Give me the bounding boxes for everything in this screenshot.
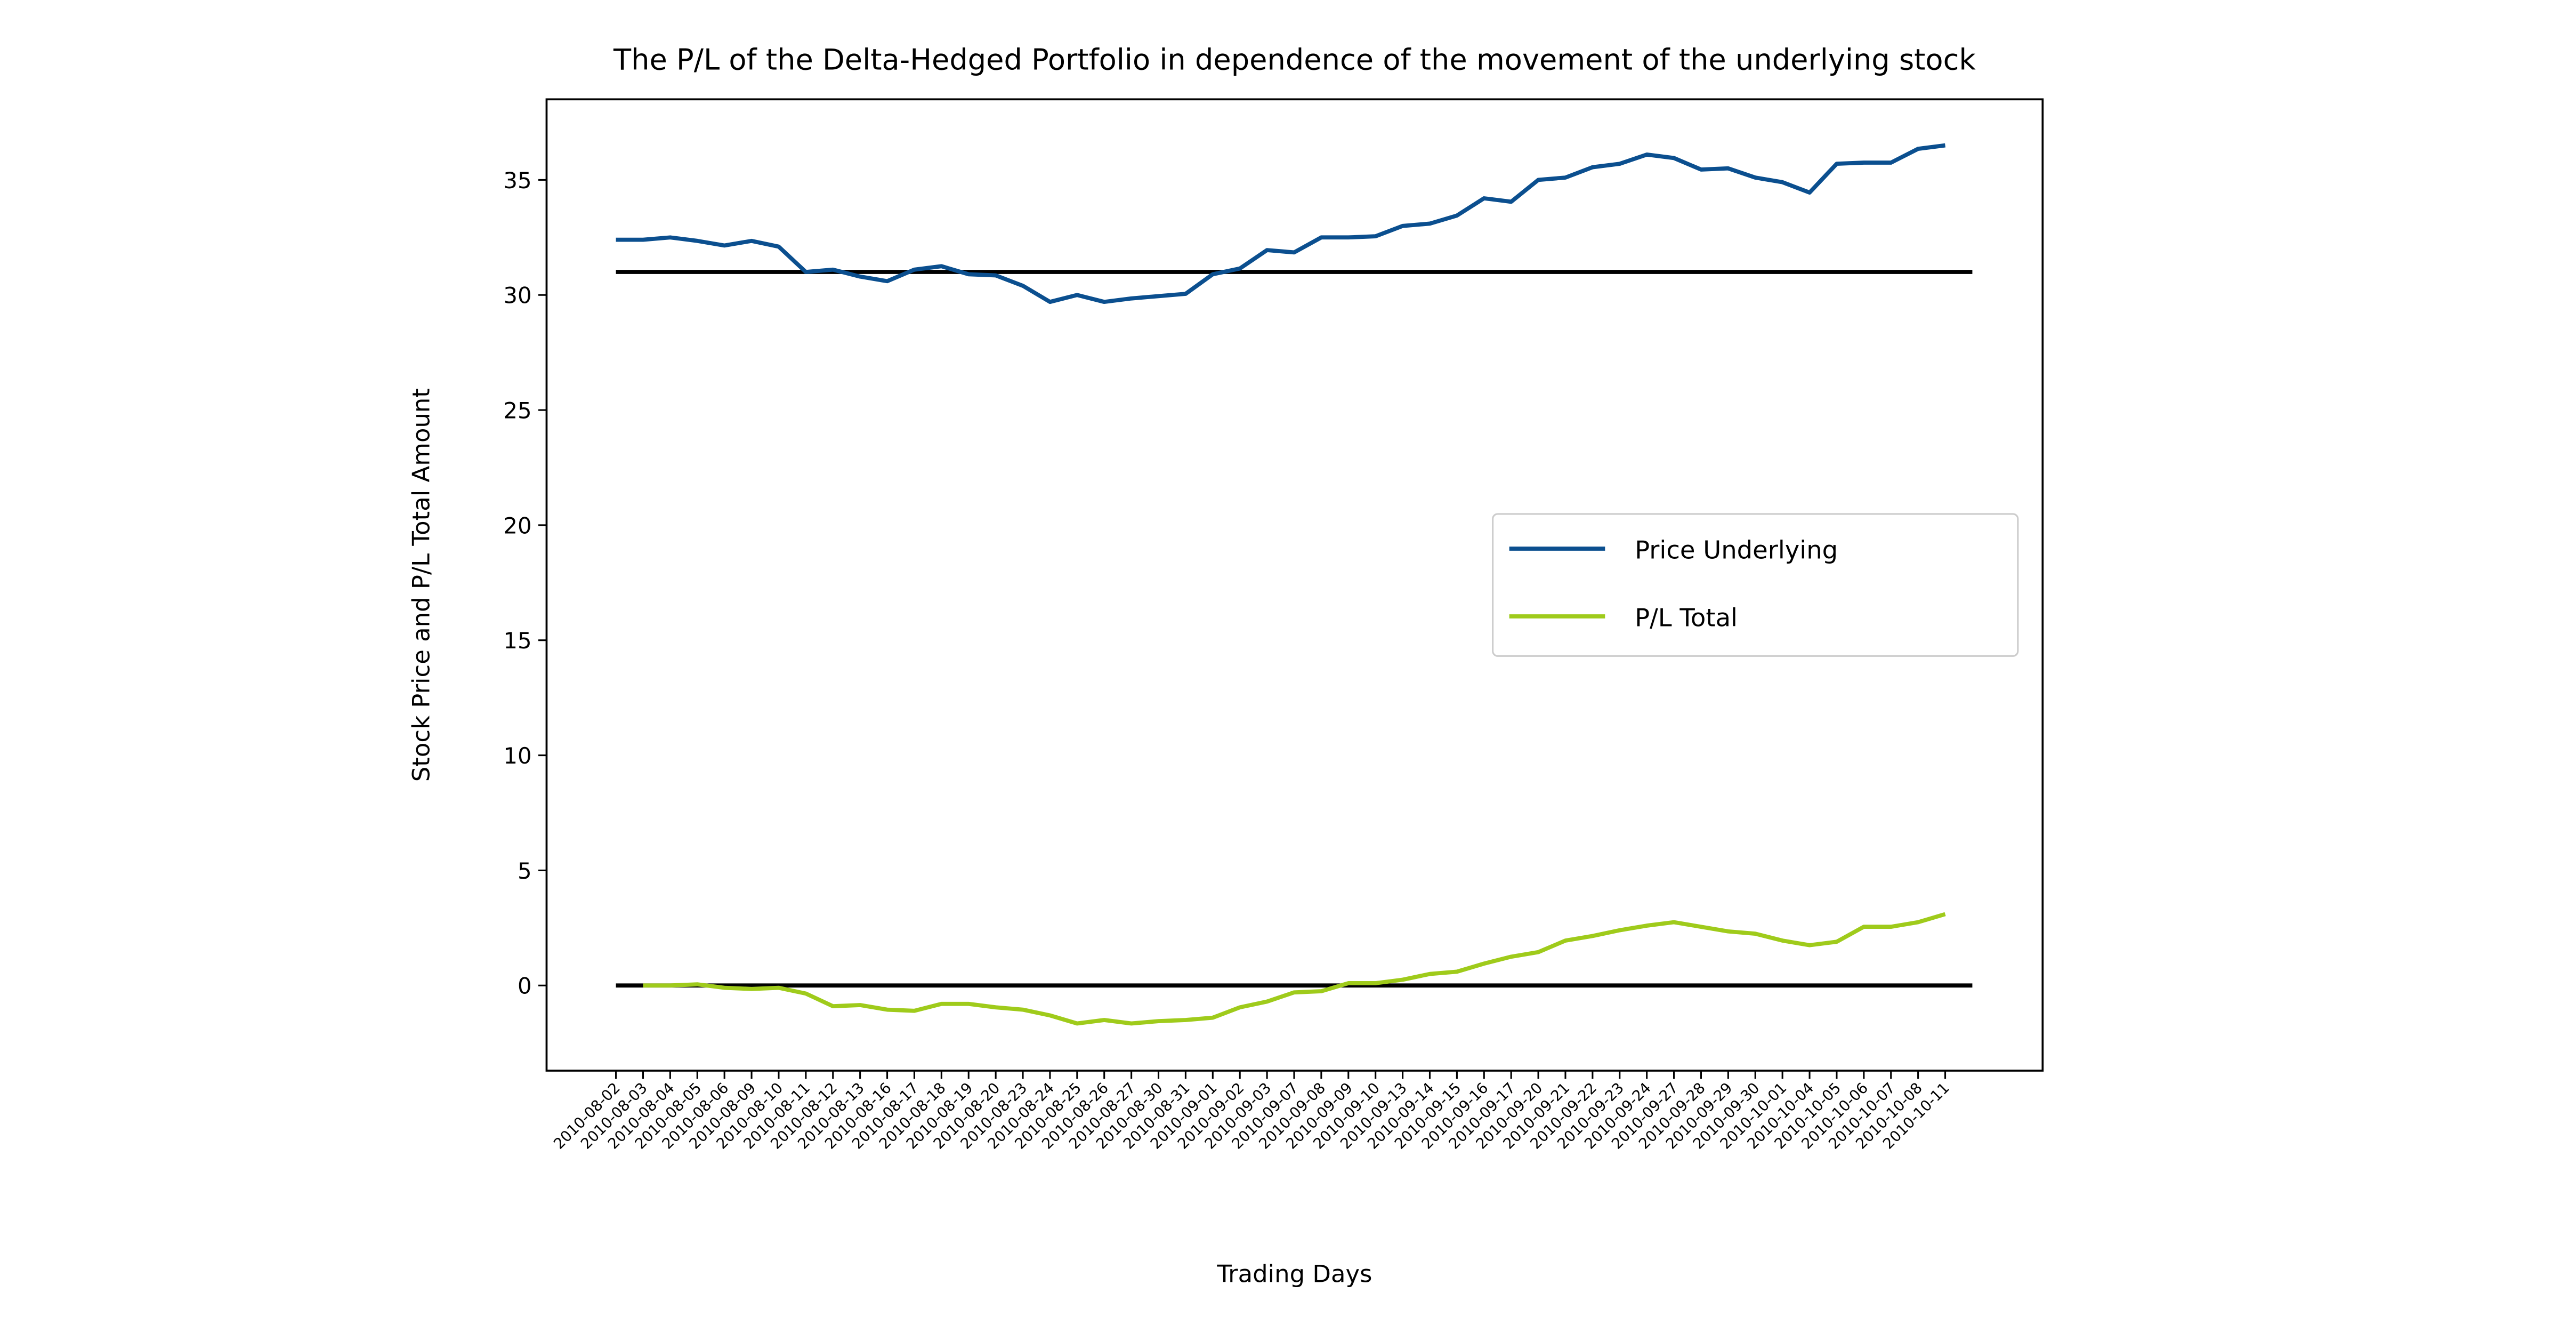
y-tick-label: 15 [503,628,531,654]
legend-frame [1492,513,2019,657]
chart-title: The P/L of the Delta-Hedged Portfolio in… [613,43,1976,77]
legend-label: Price Underlying [1635,536,1838,565]
y-tick-label: 25 [503,398,531,424]
y-tick-label: 35 [503,167,531,194]
series-line [616,143,1946,304]
y-tick-label: 20 [503,512,531,539]
y-tick-label: 30 [503,283,531,309]
y-tick-label: 0 [518,973,532,999]
y-axis-label: Stock Price and P/L Total Amount [407,388,435,782]
series-line [643,912,1946,1026]
legend-label: P/L Total [1635,604,1738,632]
legend: Price Underlying P/L Total [1492,513,2019,657]
y-tick-label: 5 [518,858,532,884]
y-tick-label: 10 [503,743,531,769]
x-axis-label: Trading Days [1216,1260,1372,1288]
plot-frame [545,98,2044,1072]
